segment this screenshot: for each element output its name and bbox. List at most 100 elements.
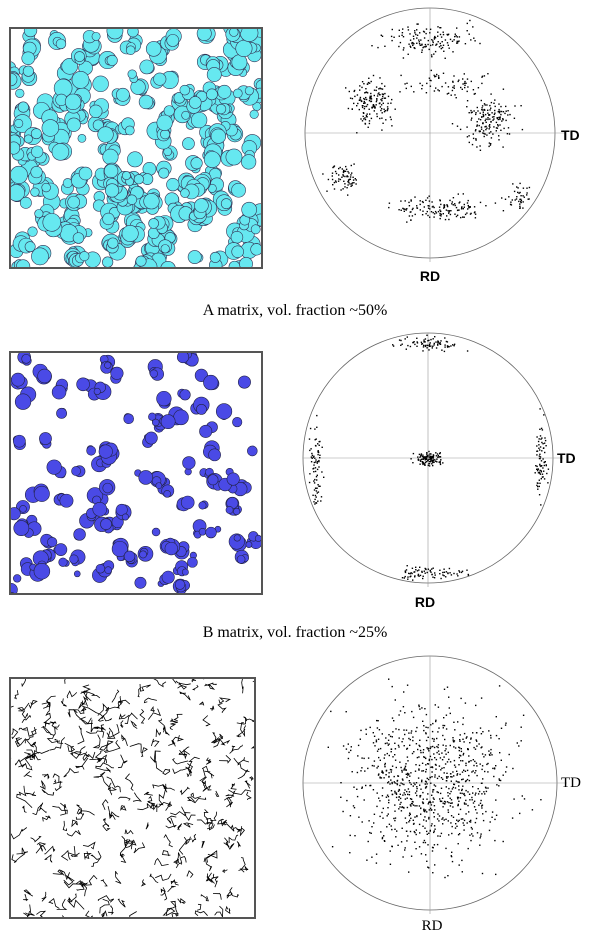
pole-dot xyxy=(381,795,384,797)
pole-dot xyxy=(365,115,368,118)
pole-dot xyxy=(536,469,539,472)
pole-dot xyxy=(447,820,449,822)
pole-dot xyxy=(540,471,543,473)
pole-dot xyxy=(438,461,440,463)
pole-dot xyxy=(394,828,396,830)
pole-dot xyxy=(315,476,318,478)
pole-dot xyxy=(409,744,411,746)
grain xyxy=(163,105,175,117)
grain-boundary xyxy=(230,782,237,790)
pole-dot xyxy=(521,128,524,131)
pole-dot xyxy=(433,805,436,807)
pole-dot xyxy=(468,135,470,137)
pole-dot xyxy=(485,787,487,789)
grain-boundary xyxy=(186,796,195,802)
pole-dot xyxy=(488,125,490,127)
pole-dot xyxy=(370,784,372,787)
pole-dot xyxy=(527,198,529,200)
pole-dot xyxy=(398,35,400,37)
pole-dot xyxy=(408,43,410,45)
grain-boundary xyxy=(158,789,166,806)
pole-dot xyxy=(316,474,318,476)
pole-dot xyxy=(425,713,428,716)
grain-boundary xyxy=(10,705,14,708)
pole-dot xyxy=(503,127,505,130)
grain-boundary xyxy=(186,770,192,777)
grain xyxy=(46,459,62,475)
pole-dot xyxy=(423,463,426,465)
pole-dot xyxy=(481,804,484,806)
pole-dot xyxy=(461,788,463,791)
pole-dot xyxy=(429,458,431,460)
pole-dot xyxy=(372,742,375,744)
grain-boundary xyxy=(19,752,33,763)
pole-dot xyxy=(381,117,383,119)
pole-dot xyxy=(393,36,395,38)
pole-dot xyxy=(376,99,378,101)
pole-dot xyxy=(377,765,379,768)
pole-dot xyxy=(366,103,369,106)
pole-dot xyxy=(460,216,462,219)
grain xyxy=(110,366,124,380)
pole-dot xyxy=(412,452,415,455)
grain-boundary xyxy=(171,678,177,684)
pole-dot xyxy=(398,714,400,716)
pole-dot xyxy=(468,760,470,763)
pole-dot xyxy=(490,748,492,751)
grain xyxy=(155,482,163,490)
pole-dot xyxy=(420,751,422,754)
pole-dot xyxy=(455,35,457,37)
pole-dot xyxy=(517,191,519,194)
pole-dot xyxy=(409,573,411,575)
pole-dot xyxy=(401,769,403,772)
pole-dot xyxy=(442,33,445,36)
pole-dot xyxy=(400,344,402,346)
pole-dot xyxy=(442,724,444,727)
pole-dot xyxy=(412,736,414,738)
rd-label: RD xyxy=(422,918,443,934)
pole-dot xyxy=(377,738,380,740)
grain xyxy=(203,374,219,391)
grain xyxy=(102,148,119,165)
pole-dot xyxy=(376,767,378,769)
pole-dot xyxy=(482,122,484,124)
pole-dot xyxy=(440,215,442,217)
grain xyxy=(194,198,209,213)
pole-dot xyxy=(495,127,498,129)
pole-dot xyxy=(463,73,465,75)
pole-dot xyxy=(420,813,422,815)
pole-dot xyxy=(432,460,434,463)
pole-dot xyxy=(391,828,393,831)
pole-dot xyxy=(423,725,425,727)
pole-dot xyxy=(412,341,414,344)
pole-dot xyxy=(404,847,406,849)
pole-dot xyxy=(539,482,541,484)
grain xyxy=(23,28,38,38)
pole-dot xyxy=(381,100,383,102)
pole-dot xyxy=(426,82,428,85)
pole-dot xyxy=(364,770,366,772)
grain xyxy=(206,88,218,101)
pole-dot xyxy=(493,116,495,118)
pole-dot xyxy=(427,459,429,461)
pole-dot xyxy=(474,760,476,763)
pole-dot xyxy=(445,571,448,573)
pole-dot xyxy=(528,198,530,200)
pole-dot xyxy=(467,847,469,850)
pole-dot xyxy=(391,765,394,767)
pole-dot xyxy=(318,485,320,487)
pole-dot xyxy=(425,458,428,461)
pole-dot xyxy=(345,168,348,170)
pole-dot xyxy=(498,135,500,137)
pole-dot xyxy=(344,175,346,178)
pole-dot xyxy=(540,799,542,801)
pole-dot xyxy=(520,740,522,742)
pole-dot xyxy=(448,346,450,348)
pole-dot xyxy=(405,348,407,350)
pole-dot xyxy=(481,805,483,807)
pole-dot xyxy=(387,807,389,809)
grain-boundary xyxy=(97,895,115,903)
pole-dot xyxy=(416,342,419,344)
pole-dot xyxy=(502,118,504,120)
grain-boundary xyxy=(15,758,26,768)
